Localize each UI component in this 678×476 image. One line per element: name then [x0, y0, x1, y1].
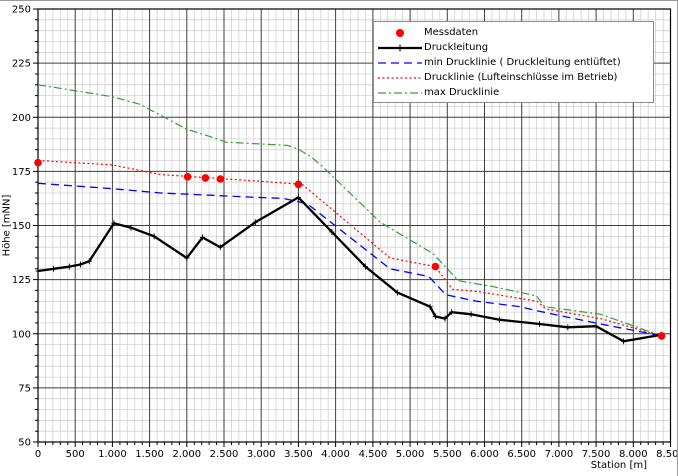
tick-label: 8.000	[619, 449, 648, 460]
tick-label: 225	[12, 59, 31, 70]
tick-label: 7.000	[545, 449, 574, 460]
tick-label: 150	[12, 221, 31, 232]
legend-item-3: Drucklinie (Lufteinschlüsse im Betrieb)	[377, 70, 653, 85]
data-point	[431, 262, 440, 271]
tick-label: 8.500	[656, 449, 678, 460]
series-line	[37, 196, 662, 343]
data-point	[34, 158, 42, 167]
tick-label: 6.500	[507, 449, 536, 460]
series-line	[37, 182, 662, 337]
tick-label: 75	[18, 383, 31, 394]
data-point	[294, 180, 303, 189]
tick-label: 7.500	[582, 449, 611, 460]
legend-item-label: Druckleitung	[424, 42, 489, 53]
legend-item-label: Messdaten	[424, 27, 479, 38]
legend-item-1: Druckleitung	[377, 40, 653, 55]
tick-label: 125	[12, 275, 31, 286]
data-point	[657, 332, 666, 340]
tick-label: 4.500	[359, 449, 388, 460]
tick-label: 5.500	[433, 449, 462, 460]
legend-item-4: max Drucklinie	[377, 85, 653, 100]
legend-symbol	[378, 91, 422, 94]
data-point	[216, 175, 225, 183]
tick-label: 500	[66, 449, 85, 460]
legend-symbol	[378, 61, 422, 64]
legend: Messdaten Druckleitung min Drucklinie ( Dr…	[373, 21, 654, 103]
legend-symbol	[378, 44, 422, 51]
tick-label: 250	[12, 5, 31, 16]
tick-label: 0	[35, 449, 41, 460]
tick-label: 2.000	[172, 449, 201, 460]
tick-label: 6.000	[470, 449, 499, 460]
legend-symbol	[396, 28, 404, 37]
legend-item-2: min Drucklinie ( Druckleitung entlüftet)	[377, 55, 653, 70]
data-point	[201, 174, 210, 182]
legend-item-label: Drucklinie (Lufteinschlüsse im Betrieb)	[424, 72, 618, 83]
tick-label: 5.000	[396, 449, 425, 460]
data-point	[183, 173, 192, 181]
legend-item-label: max Drucklinie	[424, 87, 500, 98]
tick-label: 50	[18, 438, 31, 449]
legend-item-0: Messdaten	[377, 25, 653, 40]
tick-label: 3.500	[284, 449, 313, 460]
legend-symbol	[378, 76, 422, 79]
tick-label: 1.500	[135, 449, 164, 460]
legend-item-label: min Drucklinie ( Druckleitung entlüftet)	[424, 57, 621, 68]
tick-label: 4.000	[321, 449, 350, 460]
tick-label: 3.000	[247, 449, 276, 460]
tick-label: 1.000	[98, 449, 127, 460]
y-axis-title: Höhe [mNN]	[1, 194, 13, 257]
tick-label: 2.500	[210, 449, 239, 460]
tick-label: 100	[12, 329, 31, 340]
tick-label: 200	[12, 113, 31, 124]
x-axis-title: Station [m]	[590, 460, 647, 471]
tick-label: 175	[12, 167, 31, 178]
series-line	[37, 84, 662, 337]
